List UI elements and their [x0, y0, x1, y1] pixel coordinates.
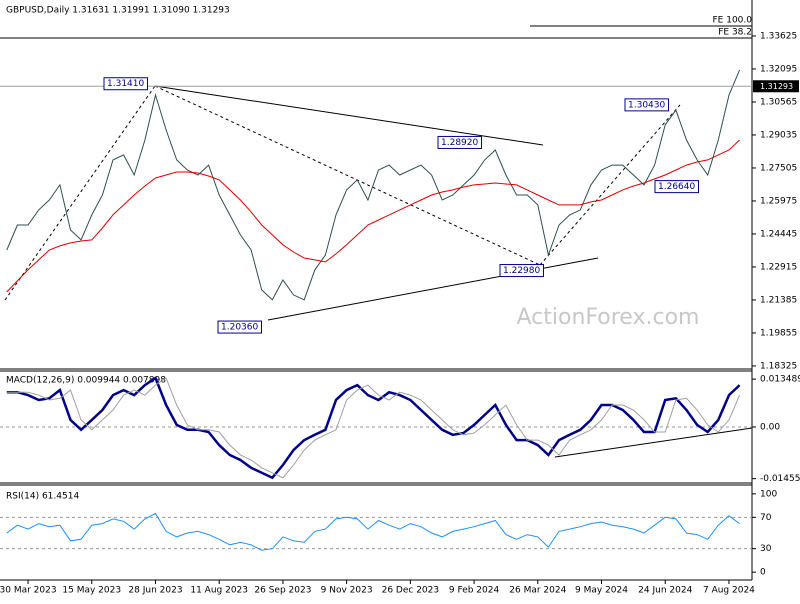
level-label: 1.31410	[107, 79, 144, 89]
y-tick-label: 0.013489	[760, 375, 800, 385]
y-tick-label: 1.29035	[760, 130, 797, 140]
chart-title: GBPUSD,Daily 1.31631 1.31991 1.31090 1.3…	[6, 6, 230, 16]
level-label: 1.28920	[441, 138, 478, 148]
level-label-box	[624, 98, 669, 112]
y-tick-label: 1.18325	[760, 361, 797, 371]
y-tick-label: 1.33625	[760, 31, 797, 41]
y-tick-label: 1.30565	[760, 97, 797, 107]
panel-title: MACD(12,26,9) 0.009944 0.007898	[6, 376, 166, 386]
y-tick-label: 1.25975	[760, 196, 797, 206]
current-price-label: 1.31293	[760, 82, 793, 91]
watermark: ActionForex.com	[517, 305, 700, 330]
series-line	[6, 512, 740, 551]
x-tick-label: 26 Mar 2024	[509, 586, 566, 596]
series-line	[6, 69, 741, 301]
level-label-box	[499, 264, 544, 278]
level-label-box	[103, 77, 148, 91]
x-tick-label: 7 Aug 2024	[703, 586, 755, 596]
y-tick-label: 0	[760, 568, 766, 578]
y-tick-label: 1.22915	[760, 262, 797, 272]
panel-title: RSI(14) 61.4514	[6, 492, 79, 502]
y-tick-label: 1.27505	[760, 163, 797, 173]
macd-trendline	[554, 427, 753, 458]
x-tick-label: 30 Mar 2023	[0, 586, 57, 596]
x-tick-label: 26 Sep 2023	[254, 586, 311, 596]
level-label: 1.30430	[628, 100, 665, 110]
current-price-box	[753, 80, 799, 93]
level-label-box	[217, 320, 262, 334]
x-tick-label: 26 Dec 2023	[382, 586, 440, 596]
projection-line	[4, 85, 156, 301]
fe-label: FE 38.2	[718, 28, 752, 38]
x-tick-label: 28 Jun 2023	[128, 586, 182, 596]
x-tick-label: 9 May 2024	[575, 586, 628, 596]
x-tick-label: 9 Feb 2024	[449, 586, 500, 596]
x-tick-label: 15 May 2023	[62, 586, 121, 596]
series-line	[6, 139, 740, 293]
level-label: 1.26640	[658, 182, 695, 192]
y-tick-label: 70	[760, 513, 772, 523]
fe-label: FE 100.0	[713, 16, 753, 26]
y-tick-label: 30	[760, 544, 772, 554]
x-tick-label: 11 Aug 2023	[190, 586, 248, 596]
y-tick-label: -0.014554	[760, 474, 800, 484]
level-label-box	[654, 180, 699, 194]
level-label: 1.22980	[503, 266, 540, 276]
series-line	[6, 377, 741, 479]
projection-line	[154, 85, 541, 266]
y-tick-label: 0.00	[760, 423, 780, 433]
y-tick-label: 1.19855	[760, 328, 797, 338]
trendline	[154, 85, 544, 146]
level-label-box	[437, 135, 482, 149]
level-label: 1.20360	[221, 323, 258, 333]
y-tick-label: 1.24445	[760, 229, 797, 239]
y-tick-label: 100	[760, 489, 777, 499]
x-tick-label: 24 Jun 2024	[638, 586, 692, 596]
y-tick-label: 1.32095	[760, 64, 797, 74]
y-tick-label: 1.21385	[760, 295, 797, 305]
x-tick-label: 9 Nov 2023	[321, 586, 373, 596]
